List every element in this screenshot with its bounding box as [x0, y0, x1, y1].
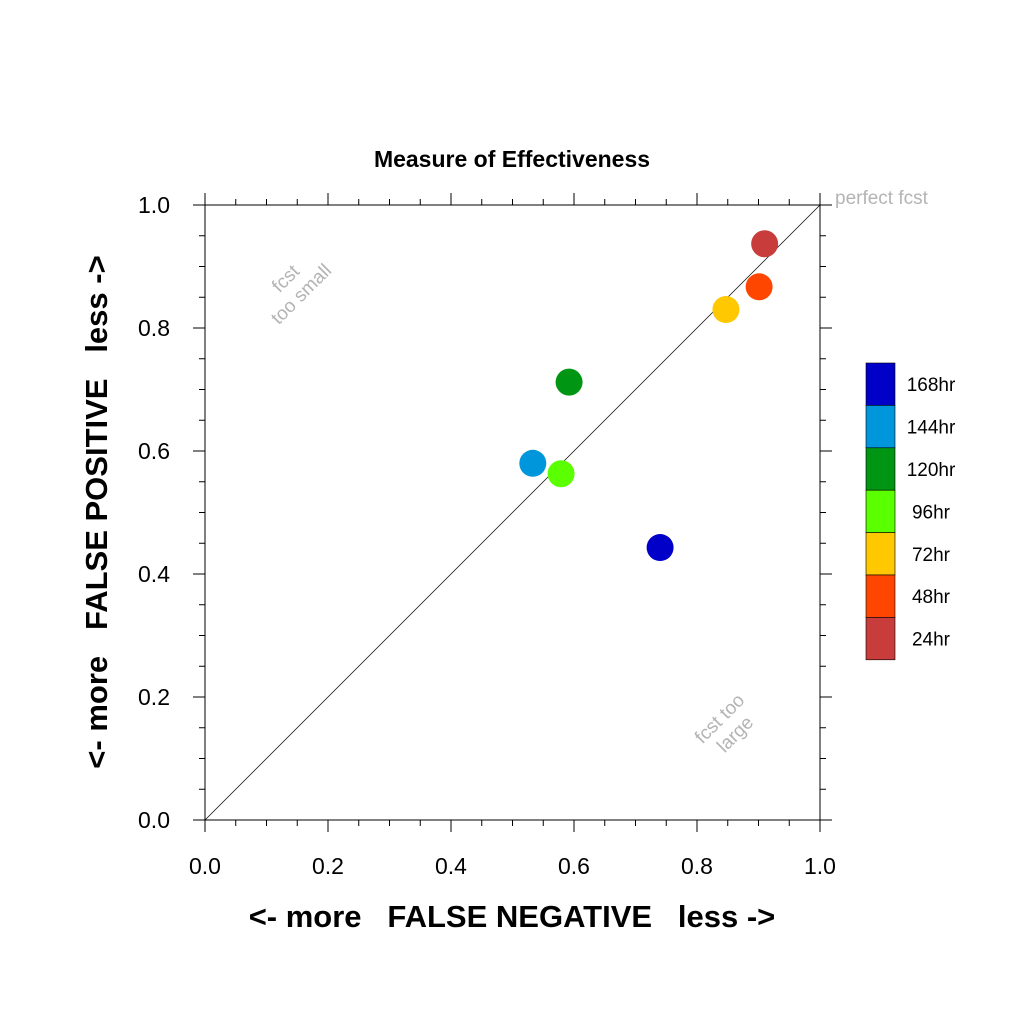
- axis-ticks: 0.0 0.0 0.2 0.2 0.4 0.4 0.6 0.6 0.8 0.8 1.0 1.0: [138, 192, 836, 879]
- legend-swatch-144hr: [865, 405, 896, 449]
- x-tick-label: 0.0: [189, 853, 221, 879]
- y-axis-label: <- more FALSE POSITIVE less ->: [79, 255, 114, 768]
- legend-label-168hr: 168hr: [907, 375, 956, 396]
- y-tick-label: 0.8: [138, 315, 170, 341]
- legend-swatch-48hr: [865, 574, 896, 618]
- perfect-fcst-annotation: perfect fcst: [835, 188, 929, 209]
- legend-swatch-72hr: [865, 532, 896, 576]
- legend-swatch-168hr: [865, 362, 896, 406]
- y-tick-label: 0.2: [138, 684, 170, 710]
- legend-swatch-96hr: [865, 489, 896, 533]
- y-tick-label: 1.0: [138, 192, 170, 218]
- point-24hr: [751, 230, 779, 258]
- point-96hr: [547, 460, 575, 488]
- data-points: [519, 230, 779, 562]
- legend-label-96hr: 96hr: [912, 502, 951, 523]
- x-tick-label: 0.8: [681, 853, 713, 879]
- too-small-annotation: fcsttoo small: [252, 245, 336, 329]
- too-small-annotation-line: too small: [267, 260, 336, 329]
- x-tick-label: 0.4: [435, 853, 467, 879]
- x-axis-label: <- more FALSE NEGATIVE less ->: [249, 899, 776, 934]
- y-tick-label: 0.0: [138, 807, 170, 833]
- x-tick-label: 0.2: [312, 853, 344, 879]
- annotations: perfect fcst fcsttoo small fcst toolarge: [252, 188, 929, 764]
- legend-swatch-120hr: [865, 447, 896, 491]
- chart-title: Measure of Effectiveness: [374, 146, 650, 172]
- too-large-annotation: fcst toolarge: [691, 690, 765, 764]
- legend-label-144hr: 144hr: [907, 418, 956, 439]
- legend-label-120hr: 120hr: [907, 460, 956, 481]
- legend-swatch-24hr: [865, 617, 896, 661]
- legend-label-48hr: 48hr: [912, 587, 951, 608]
- y-tick-label: 0.4: [138, 561, 170, 587]
- y-tick-label: 0.6: [138, 438, 170, 464]
- x-tick-label: 1.0: [804, 853, 836, 879]
- point-168hr: [646, 534, 674, 562]
- legend: 168hr 144hr 120hr 96hr 72hr 48hr 24hr: [865, 362, 956, 661]
- point-120hr: [555, 368, 583, 396]
- point-72hr: [712, 296, 740, 324]
- x-tick-label: 0.6: [558, 853, 590, 879]
- legend-label-24hr: 24hr: [912, 630, 951, 651]
- point-48hr: [745, 273, 773, 301]
- legend-label-72hr: 72hr: [912, 545, 951, 566]
- point-144hr: [519, 449, 547, 477]
